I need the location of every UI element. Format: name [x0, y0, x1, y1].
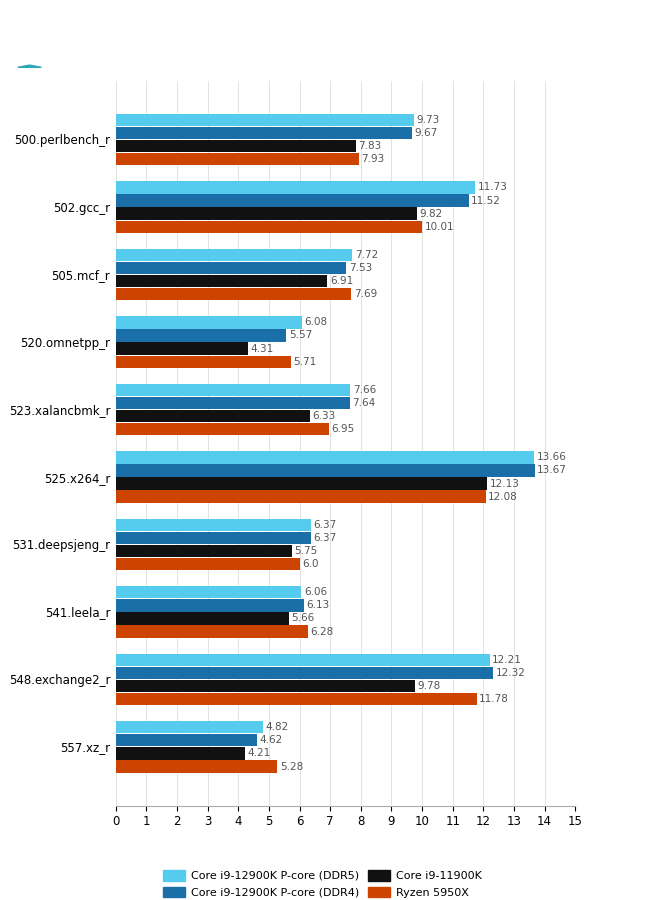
Bar	[116, 249, 352, 261]
Bar	[116, 626, 308, 637]
Text: 5.71: 5.71	[293, 356, 317, 366]
Bar	[116, 317, 302, 328]
Text: 6.37: 6.37	[313, 520, 337, 530]
Text: 12.32: 12.32	[495, 668, 525, 678]
Bar	[116, 153, 359, 166]
Text: 7.69: 7.69	[354, 289, 377, 299]
Text: 13.66: 13.66	[537, 453, 567, 463]
Text: 5.57: 5.57	[289, 330, 312, 340]
Text: 13.67: 13.67	[537, 465, 567, 475]
Bar	[116, 721, 263, 734]
Text: 6.13: 6.13	[306, 600, 329, 610]
Bar	[116, 464, 534, 476]
Bar	[116, 760, 278, 772]
Text: 5.66: 5.66	[292, 614, 315, 624]
Bar	[116, 329, 287, 342]
Bar	[116, 208, 417, 220]
Bar	[116, 275, 328, 287]
Bar	[116, 182, 475, 194]
Bar	[116, 262, 346, 274]
Text: 6.06: 6.06	[304, 588, 327, 598]
Bar	[116, 127, 412, 140]
Bar	[116, 491, 486, 502]
Bar	[116, 693, 476, 705]
Text: 7.72: 7.72	[355, 250, 378, 260]
Text: 7.66: 7.66	[353, 385, 376, 395]
Bar	[116, 114, 414, 126]
Bar	[116, 653, 489, 666]
Text: 12.08: 12.08	[488, 491, 518, 501]
Text: 6.95: 6.95	[331, 424, 354, 434]
Bar	[116, 612, 289, 625]
Text: 6.08: 6.08	[304, 318, 328, 328]
Text: 9.82: 9.82	[419, 209, 442, 219]
Text: 7.83: 7.83	[358, 141, 382, 151]
Bar	[116, 288, 351, 300]
Text: 4.31: 4.31	[250, 344, 274, 354]
Text: 9.73: 9.73	[416, 115, 439, 125]
Text: 5.75: 5.75	[294, 546, 318, 556]
Bar	[116, 747, 244, 760]
Bar	[116, 667, 493, 679]
Text: 9.67: 9.67	[415, 128, 437, 138]
Text: 5.28: 5.28	[280, 761, 303, 771]
Bar	[116, 558, 300, 570]
Text: 4.21: 4.21	[247, 749, 270, 759]
Bar	[116, 397, 350, 409]
Polygon shape	[8, 64, 51, 68]
Bar	[116, 680, 415, 692]
Text: 6.91: 6.91	[330, 276, 353, 286]
Bar	[116, 356, 291, 367]
Bar	[116, 452, 534, 464]
Text: 6.37: 6.37	[313, 533, 337, 543]
Bar	[116, 519, 311, 531]
Bar	[116, 478, 488, 490]
Text: 12.13: 12.13	[489, 479, 519, 489]
Bar	[116, 734, 257, 746]
Bar	[116, 194, 469, 207]
Text: 7.93: 7.93	[361, 154, 384, 164]
Bar	[116, 140, 356, 152]
Bar	[116, 599, 304, 611]
Text: 12.21: 12.21	[492, 655, 522, 665]
Text: 6.28: 6.28	[311, 626, 334, 636]
Text: 10.01: 10.01	[425, 221, 454, 231]
Bar	[116, 220, 422, 233]
Text: Score - Higher is Better: Score - Higher is Better	[62, 51, 208, 64]
Text: SPECint2017 Rate-1 Estimated Scores: SPECint2017 Rate-1 Estimated Scores	[62, 14, 462, 33]
Text: 6.0: 6.0	[302, 559, 318, 569]
Text: 7.64: 7.64	[352, 398, 376, 408]
Text: 4.62: 4.62	[260, 735, 283, 745]
Text: 7.53: 7.53	[349, 263, 372, 273]
Bar	[116, 532, 311, 544]
Legend: Core i9-12900K P-core (DDR5), Core i9-12900K P-core (DDR4), Core i9-11900K, Ryze: Core i9-12900K P-core (DDR5), Core i9-12…	[159, 866, 486, 900]
Text: 4.82: 4.82	[266, 723, 289, 733]
Polygon shape	[18, 65, 42, 68]
Bar	[116, 423, 329, 435]
Text: 11.78: 11.78	[479, 694, 509, 704]
Bar	[116, 587, 302, 599]
Bar	[116, 410, 309, 422]
Bar	[116, 544, 292, 557]
Text: 6.33: 6.33	[312, 411, 335, 421]
Bar	[116, 343, 248, 355]
Bar	[116, 384, 350, 396]
Text: 9.78: 9.78	[418, 681, 441, 691]
Text: 11.52: 11.52	[471, 195, 501, 205]
Text: 11.73: 11.73	[478, 183, 508, 193]
